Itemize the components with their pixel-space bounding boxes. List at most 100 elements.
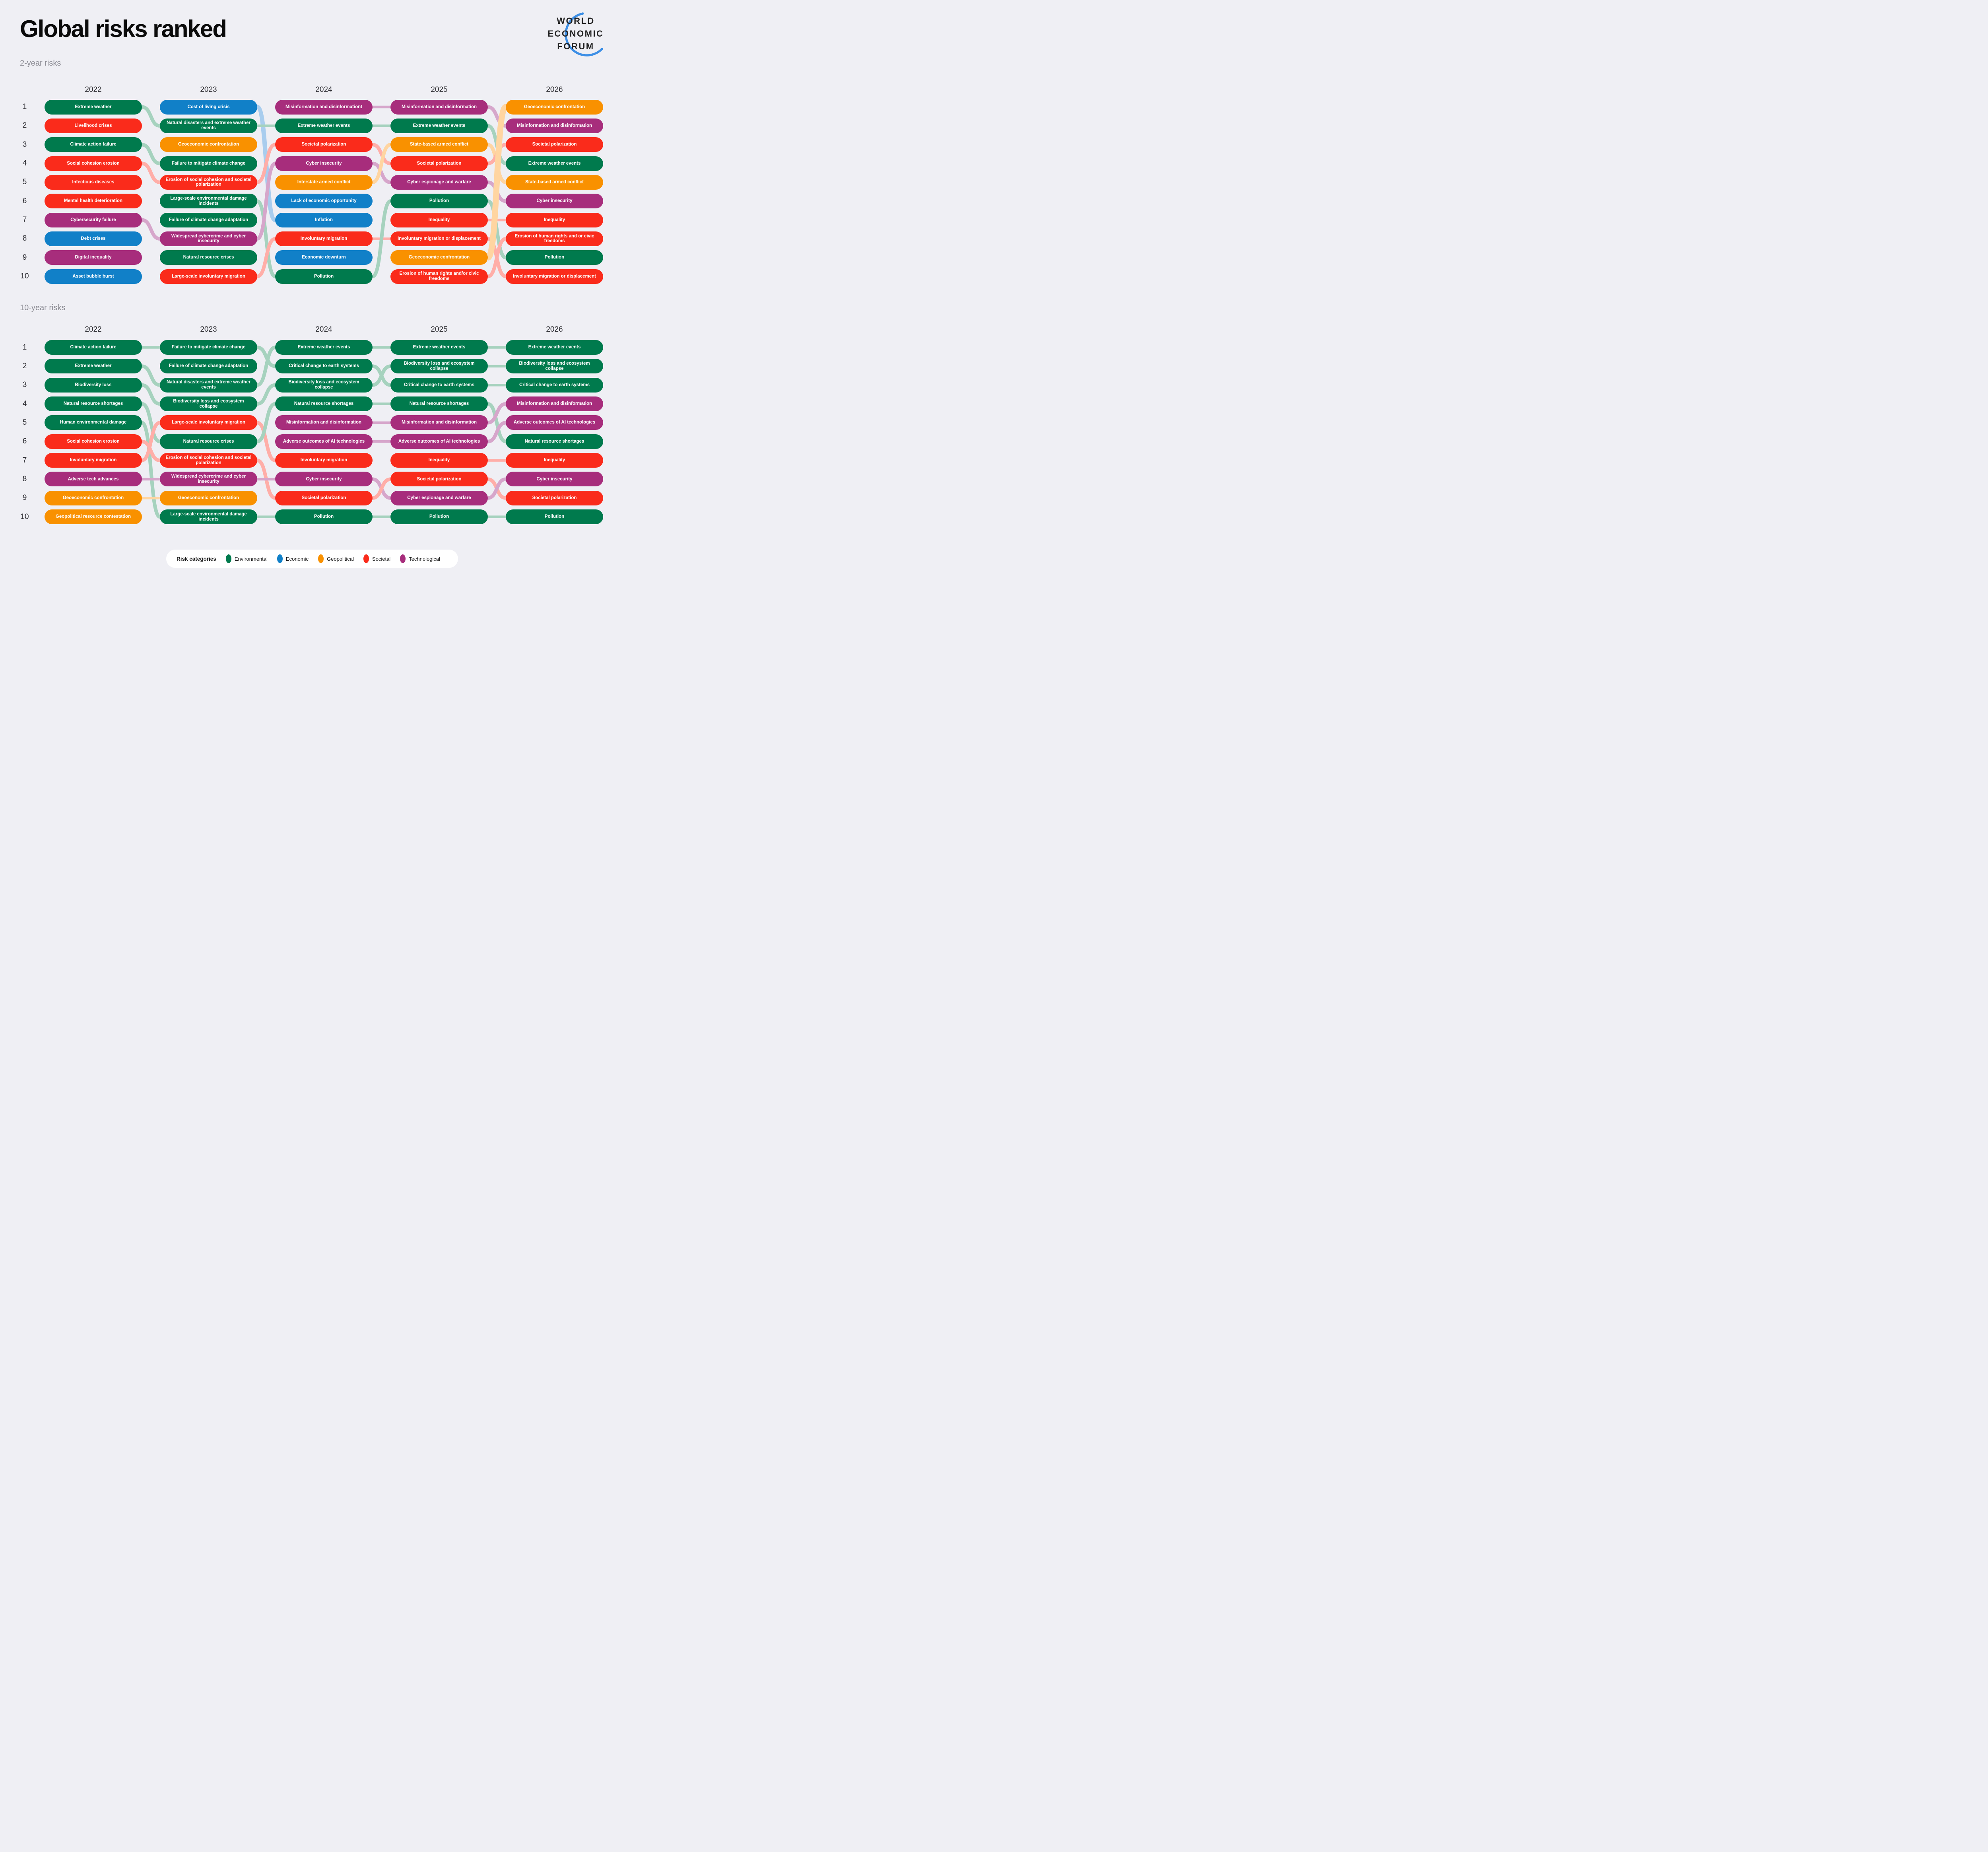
year-header-2023-s1: 2023 bbox=[200, 325, 217, 334]
risk-pill: Digital inequality bbox=[45, 250, 142, 265]
risk-pill: Inflation bbox=[275, 212, 373, 227]
risk-pill: Natural resource shortages bbox=[390, 396, 488, 412]
risk-pill: Climate action failure bbox=[45, 340, 142, 355]
wef-logo-line3: FORUM bbox=[557, 41, 594, 51]
rank-label: 9 bbox=[22, 253, 27, 262]
risk-pill: Extreme weather events bbox=[506, 340, 603, 355]
risk-pill: Natural resource shortages bbox=[275, 396, 373, 412]
risk-link bbox=[141, 402, 161, 443]
risk-pill: Large-scale involuntary migration bbox=[160, 415, 257, 430]
infographic-canvas: Global risks ranked WORLD ECONOMIC FORUM… bbox=[0, 0, 623, 581]
geopolitical-category-dot-icon bbox=[318, 554, 324, 563]
risk-pill: Societal polarization bbox=[506, 137, 603, 152]
rank-label: 5 bbox=[22, 178, 27, 187]
risk-pill: Biodiversity loss and ecosystem collapse bbox=[275, 377, 373, 393]
economic-category-dot-icon bbox=[277, 554, 283, 563]
risk-pill: Natural resource crises bbox=[160, 434, 257, 449]
rank-label: 9 bbox=[22, 494, 27, 502]
page-title: Global risks ranked bbox=[20, 16, 227, 42]
risk-pill: Extreme weather bbox=[45, 99, 142, 115]
risk-link bbox=[487, 143, 507, 184]
risk-link bbox=[372, 143, 391, 165]
risk-link bbox=[257, 346, 276, 368]
risk-link bbox=[487, 124, 507, 165]
risk-pill: Geopolitical resource contestation bbox=[45, 509, 142, 525]
risk-link bbox=[487, 402, 507, 443]
risk-pill: Large-scale environmental damage inciden… bbox=[160, 194, 257, 209]
rank-label: 4 bbox=[22, 159, 27, 168]
year-header-2025-s0: 2025 bbox=[431, 86, 448, 94]
legend-item-societal: Societal bbox=[363, 554, 390, 563]
risk-pill: Misinformation and disinformation bbox=[275, 415, 373, 430]
risk-link bbox=[256, 143, 276, 184]
risk-pill: Cyber insecurity bbox=[506, 194, 603, 209]
legend-item-label: Geopolitical bbox=[327, 556, 354, 562]
rank-label: 6 bbox=[22, 196, 27, 205]
wef-logo-arc bbox=[565, 12, 603, 56]
legend-title: Risk categories bbox=[177, 556, 216, 562]
risk-link bbox=[372, 364, 391, 387]
wef-logo-line2: ECONOMIC bbox=[548, 29, 604, 39]
risk-link bbox=[372, 364, 391, 387]
risk-pill: Adverse outcomes of AI technologies bbox=[390, 434, 488, 449]
risk-link bbox=[487, 402, 506, 425]
legend: Risk categories Environmental Economic Geo… bbox=[166, 550, 458, 568]
risk-pill: Widespread cybercrime and cyber insecuri… bbox=[160, 231, 257, 246]
risk-pill: Interstate armed conflict bbox=[275, 175, 373, 190]
risk-pill: Erosion of social cohesion and societal … bbox=[160, 175, 257, 190]
risk-link bbox=[256, 421, 276, 463]
risk-pill: Livelihood crises bbox=[45, 118, 142, 133]
section-label-2-year: 2-year risks bbox=[20, 59, 61, 68]
risk-pill: Involuntary migration bbox=[275, 453, 373, 468]
legend-item-economic: Economic bbox=[277, 554, 309, 563]
risk-pill: Inequality bbox=[506, 453, 603, 468]
risk-pill: Natural disasters and extreme weather ev… bbox=[160, 377, 257, 393]
risk-pill: Human environmental damage bbox=[45, 415, 142, 430]
risk-pill: Involuntary migration or displacement bbox=[506, 269, 603, 284]
risk-link bbox=[487, 421, 506, 443]
risk-pill: Extreme weather events bbox=[506, 156, 603, 171]
risk-pill: Pollution bbox=[390, 194, 488, 209]
risk-link bbox=[487, 477, 506, 500]
risk-pill: Misinformation and disinformationt bbox=[275, 99, 373, 115]
risk-pill: Biodiversity loss and ecosystem collapse bbox=[160, 396, 257, 412]
risk-pill: Inequality bbox=[390, 212, 488, 227]
risk-pill: Natural resource crises bbox=[160, 250, 257, 265]
legend-item-label: Environmental bbox=[234, 556, 268, 562]
risk-pill: Cybersecurity failure bbox=[45, 212, 142, 227]
risk-pill: State-based armed conflict bbox=[506, 175, 603, 190]
risk-link bbox=[142, 143, 160, 165]
rank-label: 10 bbox=[20, 512, 29, 521]
rank-label: 5 bbox=[22, 418, 27, 427]
rank-label: 10 bbox=[20, 272, 29, 281]
legend-item-label: Technological bbox=[409, 556, 440, 562]
risk-link bbox=[142, 439, 160, 463]
risk-link bbox=[487, 237, 507, 278]
risk-pill: Pollution bbox=[506, 509, 603, 525]
legend-item-environmental: Environmental bbox=[225, 554, 268, 563]
risk-pill: Inequality bbox=[506, 212, 603, 227]
rank-label: 3 bbox=[22, 140, 27, 149]
year-header-2026-s1: 2026 bbox=[546, 325, 563, 334]
risk-pill: Climate action failure bbox=[45, 137, 142, 152]
risk-link bbox=[372, 477, 391, 500]
risk-pill: Geoeconomic confrontation bbox=[390, 250, 488, 265]
risk-pill: Misinformation and disinformation bbox=[390, 415, 488, 430]
risk-pill: Economic downturn bbox=[275, 250, 373, 265]
risk-link bbox=[487, 477, 506, 500]
societal-category-dot-icon bbox=[363, 554, 369, 563]
risk-pill: Large-scale environmental damage inciden… bbox=[160, 509, 257, 525]
risk-pill: Failure to mitigate climate change bbox=[160, 340, 257, 355]
wef-logo: WORLD ECONOMIC FORUM bbox=[548, 12, 604, 56]
risk-pill: Social cohesion erosion bbox=[45, 156, 142, 171]
risk-link bbox=[141, 421, 161, 463]
risk-pill: Failure of climate change adaptation bbox=[160, 212, 257, 227]
risk-pill: Natural resource shortages bbox=[45, 396, 142, 412]
risk-link bbox=[256, 346, 276, 387]
risk-link bbox=[142, 105, 160, 128]
risk-pill: Natural disasters and extreme weather ev… bbox=[160, 118, 257, 133]
risk-pill: Pollution bbox=[390, 509, 488, 525]
year-header-2022-s1: 2022 bbox=[85, 325, 102, 334]
risk-pill: Failure of climate change adaptation bbox=[160, 359, 257, 374]
rank-label: 7 bbox=[22, 216, 27, 224]
